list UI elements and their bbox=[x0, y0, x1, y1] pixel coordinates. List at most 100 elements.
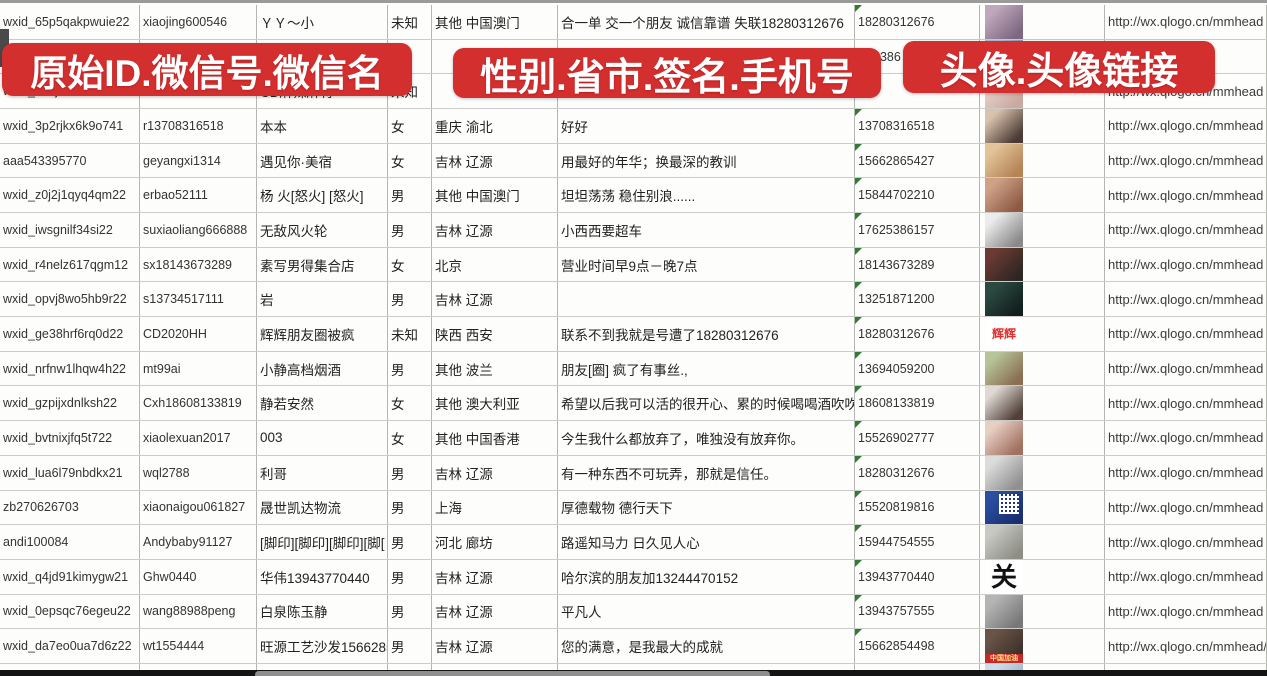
horizontal-scrollbar[interactable] bbox=[0, 670, 1267, 676]
cell-name[interactable]: 白泉陈玉静 bbox=[257, 594, 388, 629]
cell-gender[interactable]: 女 bbox=[388, 109, 432, 143]
cell-account[interactable]: mt99ai bbox=[140, 351, 257, 386]
cell-phone[interactable]: 13708316518 bbox=[855, 109, 980, 143]
cell-url[interactable]: http://wx.qlogo.cn/mmhead bbox=[1105, 594, 1267, 629]
cell-account[interactable]: xiaolexuan2017 bbox=[140, 421, 257, 455]
cell-url[interactable]: http://wx.qlogo.cn/mmhead bbox=[1105, 386, 1267, 421]
cell-gender[interactable] bbox=[388, 39, 432, 74]
cell-region[interactable]: 其他 澳大利亚 bbox=[432, 386, 558, 421]
cell-account[interactable]: sx18143673289 bbox=[140, 247, 257, 282]
cell-wxid[interactable]: wxid_da7eo0ua7d6z22 bbox=[0, 629, 140, 663]
cell-sig[interactable]: 联系不到我就是号遭了18280312676 bbox=[558, 317, 855, 351]
cell-wxid[interactable]: wxid_gzpijxdnlksh22 bbox=[0, 386, 140, 421]
cell-region[interactable]: 北京 bbox=[432, 247, 558, 282]
cell-url[interactable]: http://wx.qlogo.cn/mmhead bbox=[1105, 247, 1267, 282]
cell-url[interactable]: http://wx.qlogo.cn/mmhead bbox=[1105, 421, 1267, 455]
cell-region[interactable]: 吉林 辽源 bbox=[432, 594, 558, 629]
cell-wxid[interactable]: wxid_q4jd91kimygw21 bbox=[0, 559, 140, 594]
cell-avatar[interactable] bbox=[980, 455, 1105, 490]
cell-gender[interactable]: 女 bbox=[388, 143, 432, 178]
cell-phone[interactable]: 15662854498 bbox=[855, 629, 980, 663]
cell-sig[interactable]: 哈尔滨的朋友加13244470152 bbox=[558, 559, 855, 594]
cell-avatar[interactable] bbox=[980, 421, 1105, 455]
cell-account[interactable]: erbao52111 bbox=[140, 178, 257, 213]
cell-account[interactable]: suxiaoliang666888 bbox=[140, 213, 257, 247]
cell-phone[interactable]: 15526902777 bbox=[855, 421, 980, 455]
cell-name[interactable]: 岩 bbox=[257, 282, 388, 317]
cell-wxid[interactable]: wxid_lua6l79nbdkx21 bbox=[0, 455, 140, 490]
cell-url[interactable]: http://wx.qlogo.cn/mmhead bbox=[1105, 525, 1267, 559]
cell-wxid[interactable]: wxid_iwsgnilf34si22 bbox=[0, 213, 140, 247]
cell-sig[interactable]: 厚德载物 德行天下 bbox=[558, 490, 855, 525]
cell-avatar[interactable] bbox=[980, 490, 1105, 525]
cell-region[interactable]: 重庆 渝北 bbox=[432, 109, 558, 143]
cell-url[interactable]: http://wx.qlogo.cn/mmhead bbox=[1105, 455, 1267, 490]
cell-avatar[interactable] bbox=[980, 351, 1105, 386]
cell-sig[interactable]: 今生我什么都放弃了，唯独没有放弃你。 bbox=[558, 421, 855, 455]
cell-region[interactable]: 吉林 辽源 bbox=[432, 213, 558, 247]
cell-account[interactable]: wt1554444 bbox=[140, 629, 257, 663]
cell-url[interactable]: http://wx.qlogo.cn/mmhead bbox=[1105, 317, 1267, 351]
cell-wxid[interactable]: wxid_z0j2j1qyq4qm22 bbox=[0, 178, 140, 213]
cell-gender[interactable]: 男 bbox=[388, 559, 432, 594]
cell-url[interactable]: http://wx.qlogo.cn/mmhead bbox=[1105, 178, 1267, 213]
cell-url[interactable]: http://wx.qlogo.cn/mmhead bbox=[1105, 351, 1267, 386]
cell-avatar[interactable] bbox=[980, 109, 1105, 143]
cell-name[interactable]: 遇见你·美宿 bbox=[257, 143, 388, 178]
cell-gender[interactable]: 女 bbox=[388, 386, 432, 421]
cell-sig[interactable]: 坦坦荡荡 稳住别浪...... bbox=[558, 178, 855, 213]
cell-avatar[interactable] bbox=[980, 213, 1105, 247]
cell-name[interactable]: 杨 火[怒火] [怒火] bbox=[257, 178, 388, 213]
cell-gender[interactable]: 男 bbox=[388, 178, 432, 213]
cell-account[interactable]: Cxh18608133819 bbox=[140, 386, 257, 421]
horizontal-scrollbar-thumb[interactable] bbox=[255, 671, 770, 676]
cell-avatar[interactable] bbox=[980, 178, 1105, 213]
cell-region[interactable] bbox=[432, 663, 558, 676]
cell-gender[interactable]: 男 bbox=[388, 629, 432, 663]
cell-account[interactable]: r13708316518 bbox=[140, 109, 257, 143]
cell-url[interactable]: http://wx.qlogo.cn/mmhead/ bbox=[1105, 629, 1267, 663]
cell-account[interactable]: Ghw0440 bbox=[140, 559, 257, 594]
cell-wxid[interactable]: andi100084 bbox=[0, 525, 140, 559]
cell-region[interactable]: 其他 中国澳门 bbox=[432, 5, 558, 39]
cell-sig[interactable] bbox=[558, 282, 855, 317]
cell-avatar[interactable] bbox=[980, 525, 1105, 559]
cell-wxid[interactable]: wxid_nrfnw1lhqw4h22 bbox=[0, 351, 140, 386]
cell-name[interactable]: 晟世凯达物流 bbox=[257, 490, 388, 525]
cell-name[interactable]: [脚印][脚印][脚印][脚[ bbox=[257, 525, 388, 559]
cell-avatar[interactable] bbox=[980, 143, 1105, 178]
cell-account[interactable]: CD2020HH bbox=[140, 317, 257, 351]
cell-region[interactable]: 其他 中国香港 bbox=[432, 421, 558, 455]
cell-region[interactable]: 吉林 辽源 bbox=[432, 282, 558, 317]
cell-url[interactable]: http://wx.qlogo.cn/mmhead bbox=[1105, 559, 1267, 594]
cell-gender[interactable]: 男 bbox=[388, 213, 432, 247]
cell-phone[interactable]: 18280312676 bbox=[855, 455, 980, 490]
cell-name[interactable]: 静若安然 bbox=[257, 386, 388, 421]
cell-account[interactable]: wql2788 bbox=[140, 455, 257, 490]
cell-name[interactable]: 003 bbox=[257, 421, 388, 455]
cell-gender[interactable]: 女 bbox=[388, 421, 432, 455]
cell-sig[interactable] bbox=[558, 663, 855, 676]
cell-name[interactable]: 利哥 bbox=[257, 455, 388, 490]
cell-gender[interactable]: 女 bbox=[388, 247, 432, 282]
cell-sig[interactable]: 希望以后我可以活的很开心、累的时候喝喝酒吹吹[ bbox=[558, 386, 855, 421]
cell-phone[interactable]: 15944754555 bbox=[855, 525, 980, 559]
cell-phone[interactable]: 15662865427 bbox=[855, 143, 980, 178]
cell-name[interactable]: ＹＹ～小 bbox=[257, 5, 388, 39]
cell-url[interactable]: http://wx.qlogo.cn/mmhead bbox=[1105, 490, 1267, 525]
cell-phone[interactable]: 18143673289 bbox=[855, 247, 980, 282]
cell-avatar[interactable] bbox=[980, 247, 1105, 282]
cell-phone[interactable]: 13694059200 bbox=[855, 351, 980, 386]
cell-region[interactable]: 陕西 西安 bbox=[432, 317, 558, 351]
cell-phone[interactable]: 18280312676 bbox=[855, 317, 980, 351]
cell-phone[interactable]: 15844702210 bbox=[855, 178, 980, 213]
cell-account[interactable] bbox=[140, 663, 257, 676]
cell-phone[interactable]: 13251871200 bbox=[855, 282, 980, 317]
cell-sig[interactable]: 小西西要超车 bbox=[558, 213, 855, 247]
cell-sig[interactable]: 平凡人 bbox=[558, 594, 855, 629]
cell-name[interactable]: 素写男得集合店 bbox=[257, 247, 388, 282]
cell-gender[interactable]: 未知 bbox=[388, 5, 432, 39]
cell-avatar[interactable] bbox=[980, 386, 1105, 421]
cell-region[interactable]: 其他 中国澳门 bbox=[432, 178, 558, 213]
cell-account[interactable]: s13734517111 bbox=[140, 282, 257, 317]
